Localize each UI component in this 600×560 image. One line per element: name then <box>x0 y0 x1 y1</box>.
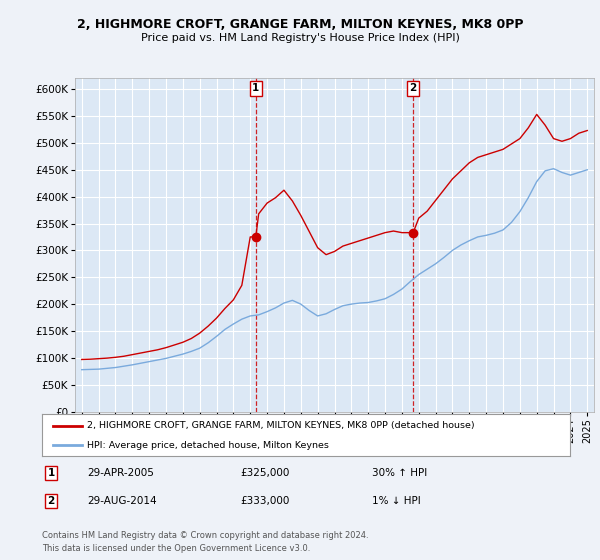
Text: 1% ↓ HPI: 1% ↓ HPI <box>372 496 421 506</box>
Text: 30% ↑ HPI: 30% ↑ HPI <box>372 468 427 478</box>
Text: Price paid vs. HM Land Registry's House Price Index (HPI): Price paid vs. HM Land Registry's House … <box>140 33 460 43</box>
Text: 29-APR-2005: 29-APR-2005 <box>87 468 154 478</box>
Text: 2, HIGHMORE CROFT, GRANGE FARM, MILTON KEYNES, MK8 0PP (detached house): 2, HIGHMORE CROFT, GRANGE FARM, MILTON K… <box>87 421 475 430</box>
Text: £325,000: £325,000 <box>240 468 289 478</box>
Text: 1: 1 <box>252 83 259 94</box>
Text: 2: 2 <box>410 83 417 94</box>
Text: 2, HIGHMORE CROFT, GRANGE FARM, MILTON KEYNES, MK8 0PP: 2, HIGHMORE CROFT, GRANGE FARM, MILTON K… <box>77 17 523 31</box>
Text: £333,000: £333,000 <box>240 496 289 506</box>
Text: Contains HM Land Registry data © Crown copyright and database right 2024.
This d: Contains HM Land Registry data © Crown c… <box>42 531 368 553</box>
Text: 1: 1 <box>47 468 55 478</box>
Text: 2: 2 <box>47 496 55 506</box>
Text: 29-AUG-2014: 29-AUG-2014 <box>87 496 157 506</box>
Text: HPI: Average price, detached house, Milton Keynes: HPI: Average price, detached house, Milt… <box>87 441 329 450</box>
